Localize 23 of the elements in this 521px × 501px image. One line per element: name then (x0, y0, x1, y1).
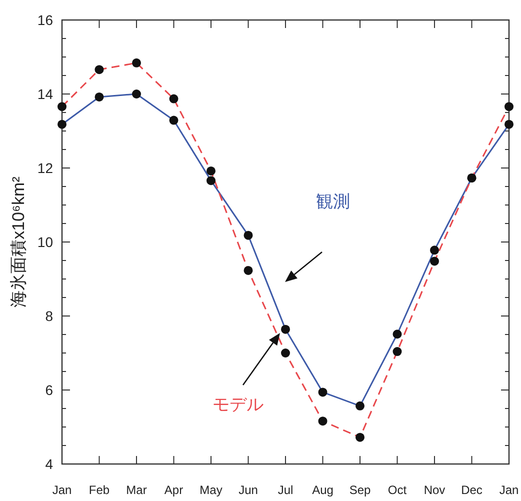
text: 観測 (316, 192, 350, 211)
y-tick-label: 4 (45, 456, 54, 472)
x-tick-label: Dec (461, 483, 482, 497)
y-tick-label: 10 (37, 234, 54, 250)
x-tick-label: Oct (388, 483, 408, 497)
y-tick-label: 8 (45, 308, 54, 324)
x-tick-label: Apr (164, 483, 184, 497)
y-tick-label: 12 (37, 160, 54, 176)
x-tick-label: Nov (424, 483, 446, 497)
y-tick-label: 6 (45, 382, 54, 398)
x-tick-label: Feb (88, 483, 110, 497)
x-tick-label: Mar (126, 483, 147, 497)
x-tick-label: May (200, 483, 222, 497)
x-tick-label: Sep (349, 483, 371, 497)
text: モデル (212, 395, 264, 414)
x-tick-label: Jul (278, 483, 294, 497)
x-tick-label: Aug (312, 483, 334, 497)
y-tick-label: 14 (37, 86, 54, 102)
y-tick-label: 16 (37, 12, 54, 28)
y-axis-title: 海氷面積x10⁶km² (9, 176, 28, 308)
x-tick-label: Jan (499, 483, 519, 497)
x-tick-label: Jan (52, 483, 72, 497)
x-tick-label: Jun (238, 483, 258, 497)
